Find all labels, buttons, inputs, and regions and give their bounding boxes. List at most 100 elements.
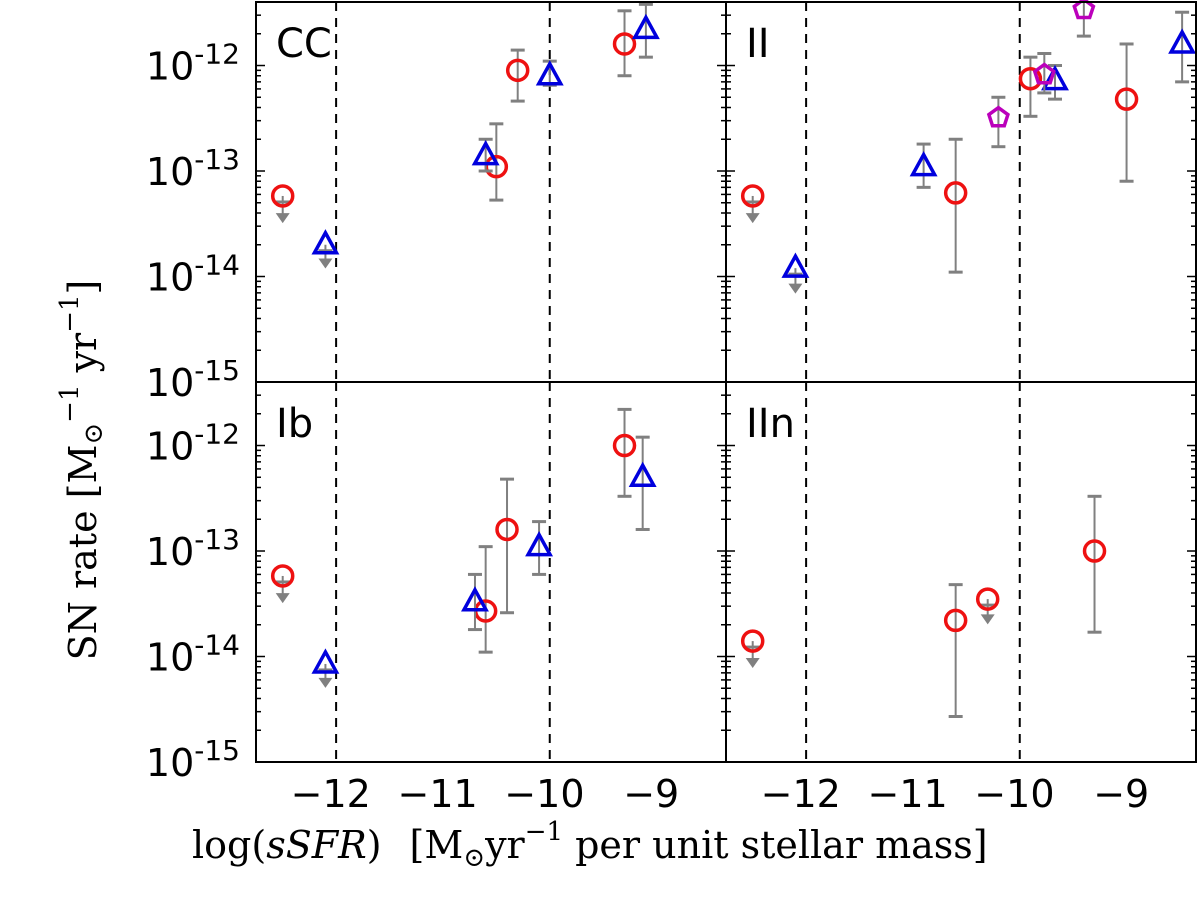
x-tick-label: −12 (761, 772, 841, 816)
panel-iin: IIn (725, 381, 1197, 763)
upper-limit-arrow (318, 677, 333, 688)
upper-limit-arrow (788, 283, 803, 294)
data-point (1032, 51, 1056, 95)
data-point (525, 520, 554, 576)
x-tick-labels: −12 −11 −10 −9 −12 −11 −10 −9 (291, 772, 1150, 816)
data-point (986, 95, 1010, 149)
data-point (1018, 55, 1043, 118)
pentagon-marker (1032, 62, 1056, 85)
circle-marker (740, 184, 765, 208)
circle-marker (495, 517, 519, 542)
triangle-marker (628, 461, 657, 488)
panel-ii: II (725, 0, 1197, 383)
upper-limit-arrow (275, 213, 290, 224)
series-circle (270, 9, 637, 224)
data-point (461, 572, 489, 632)
y-tick-labels: 10-15 10-14 10-13 10-12 10-15 10-14 10-13 10-12 (146, 38, 240, 785)
triangle-marker (311, 648, 340, 674)
circle-marker (943, 608, 968, 633)
circle-marker (1082, 539, 1107, 563)
data-point (1082, 494, 1107, 634)
triangle-marker (1041, 64, 1069, 91)
circle-marker (1018, 66, 1043, 91)
data-point (471, 137, 500, 173)
data-point (909, 142, 938, 189)
data-point (1041, 64, 1069, 101)
triangle-marker (535, 60, 564, 86)
y-ticks (726, 381, 1196, 763)
data-point (631, 2, 660, 59)
y-tick-label: 10-12 (146, 418, 240, 469)
series-circle (740, 42, 1139, 274)
panel-ib: Ib (255, 381, 727, 763)
data-point (612, 407, 637, 498)
y-axis-title: SN rate [M⊙−1 yr−1] (55, 280, 109, 661)
data-point (270, 564, 295, 604)
data-point (943, 583, 968, 718)
y-tick-label: 10-14 (146, 249, 240, 300)
y-ticks (726, 1, 1196, 383)
circle-marker (740, 629, 765, 653)
data-point (975, 587, 1000, 625)
x-tick-label: −9 (623, 772, 679, 816)
data-point (505, 48, 530, 103)
data-point (943, 137, 968, 274)
circle-marker (1114, 87, 1139, 111)
series-triangle (311, 2, 660, 269)
y-tick-label: 10-14 (146, 629, 240, 680)
data-point (311, 648, 340, 688)
circle-marker (612, 433, 637, 458)
circle-marker (943, 181, 968, 205)
x-tick-label: −10 (504, 772, 584, 816)
triangle-marker (471, 139, 500, 166)
circle-marker (975, 587, 1000, 611)
circle-marker (270, 184, 295, 208)
panel-title: II (746, 21, 770, 67)
panel-title: Ib (276, 401, 313, 447)
series-pentagon (986, 0, 1096, 149)
triangle-marker (909, 151, 938, 177)
upper-limit-arrow (980, 614, 995, 625)
upper-limit-arrow (275, 593, 290, 604)
upper-limit-arrow (318, 258, 333, 269)
series-triangle (781, 10, 1197, 294)
x-tick-label: −11 (867, 772, 947, 816)
data-point (612, 9, 637, 78)
y-ticks (256, 381, 726, 763)
circle-marker (612, 32, 637, 56)
upper-limit-arrow (745, 213, 760, 224)
data-point (740, 629, 765, 668)
triangle-marker (781, 252, 810, 278)
panel-frame (255, 381, 727, 763)
series-triangle (311, 435, 657, 688)
circle-marker (270, 564, 295, 588)
data-point (1114, 42, 1139, 183)
triangle-marker (461, 586, 489, 612)
data-point (628, 435, 657, 531)
triangle-marker (311, 229, 340, 255)
data-point (1168, 10, 1197, 84)
triangle-marker (631, 13, 660, 40)
x-tick-label: −12 (291, 772, 371, 816)
data-point (781, 252, 810, 294)
data-point (495, 477, 519, 615)
x-tick-label: −9 (1093, 772, 1149, 816)
pentagon-marker (986, 105, 1010, 128)
pentagon-marker (1072, 0, 1096, 20)
data-point (740, 184, 765, 224)
panel-frame (725, 1, 1197, 383)
panels: CC II Ib IIn (255, 0, 1197, 763)
data-point (270, 184, 295, 224)
panel-frame (725, 381, 1197, 763)
data-point (311, 229, 340, 269)
data-point (1072, 0, 1096, 38)
y-tick-label: 10-13 (146, 143, 240, 194)
x-axis-title: log(sSFR) [M⊙yr−1 per unit stellar mass] (192, 817, 988, 873)
y-tick-label: 10-13 (146, 523, 240, 574)
data-point (535, 59, 564, 87)
y-tick-label: 10-15 (146, 734, 240, 785)
triangle-marker (1168, 28, 1197, 54)
panel-title: CC (276, 21, 332, 67)
upper-limit-arrow (745, 657, 760, 668)
